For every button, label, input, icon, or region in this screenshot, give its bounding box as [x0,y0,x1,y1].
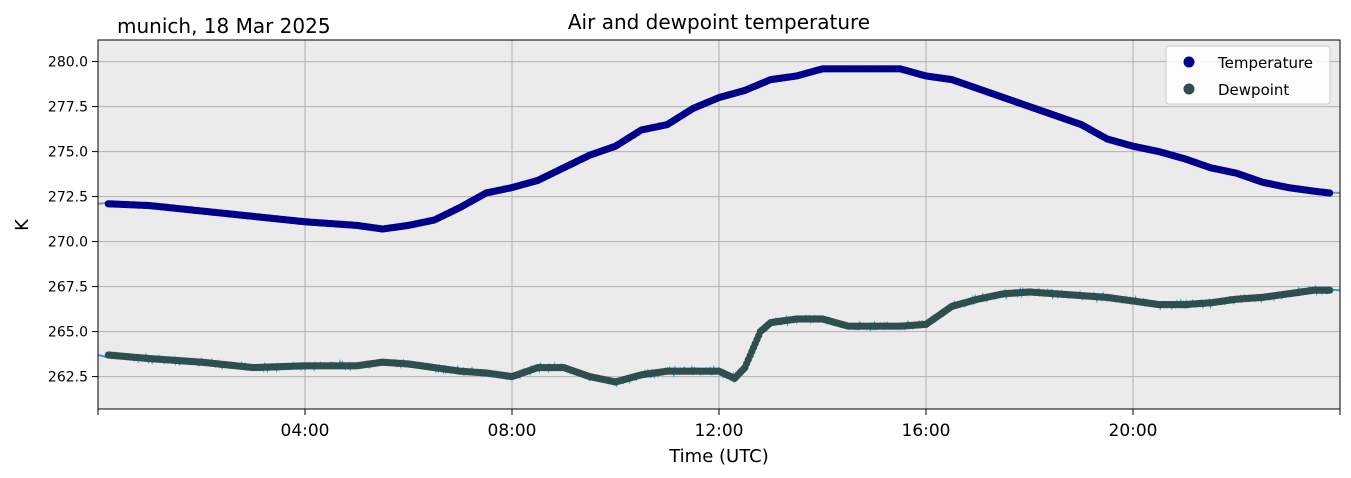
x-tick-label: 04:00 [281,421,330,441]
point-temperature [1326,189,1334,197]
x-axis-label: Time (UTC) [668,446,769,467]
y-tick-label: 267.5 [48,280,88,296]
y-tick-label: 265.0 [48,325,88,341]
x-tick-label: 12:00 [695,421,744,441]
x-tick-label: 16:00 [902,421,951,441]
grid-lines [98,40,1340,409]
y-tick-label: 277.5 [48,100,88,116]
axes-layer: 04:00 08:00 12:00 16:00 20:00 262.5 265.0 267.5… [48,55,1341,441]
x-tick-label: 08:00 [488,421,537,441]
legend-marker-temperature [1183,56,1195,68]
point-dewpoint [1326,286,1334,294]
y-tick-label: 270.0 [48,235,88,251]
legend-label-temperature: Temperature [1217,54,1313,72]
y-tick-label: 275.0 [48,145,88,161]
legend-label-dewpoint: Dewpoint [1218,81,1289,99]
y-tick-label: 272.5 [48,190,88,206]
y-axis-label: K [12,218,33,231]
legend-marker-dewpoint [1183,83,1195,95]
y-tick-label: 262.5 [48,370,88,386]
legend-box [1165,45,1331,105]
y-tick-label: 280.0 [48,55,88,71]
chart-subtitle: munich, 18 Mar 2025 [117,14,331,38]
legend: Temperature Dewpoint [1165,45,1331,105]
x-tick-label: 20:00 [1109,421,1158,441]
series-points-layer [104,65,1334,386]
chart-title: Air and dewpoint temperature [568,10,870,34]
